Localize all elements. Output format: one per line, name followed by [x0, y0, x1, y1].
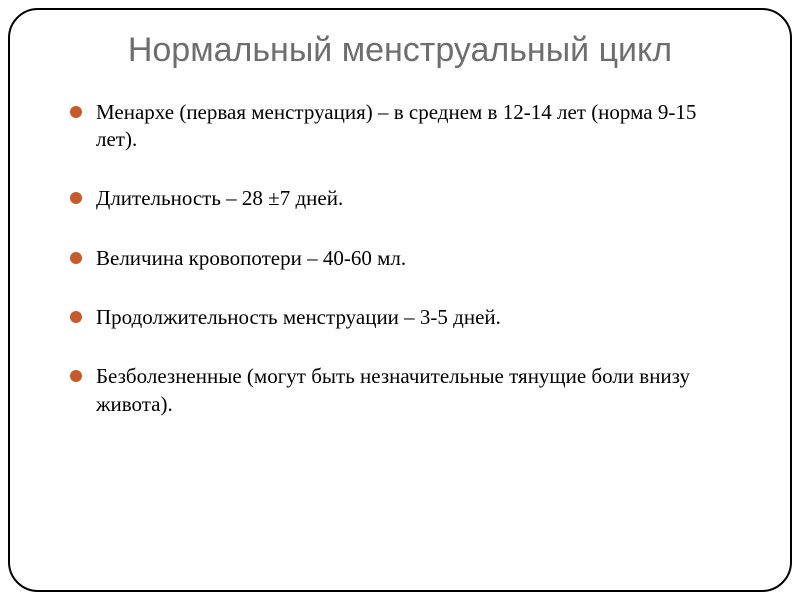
list-item: Величина кровопотери – 40-60 мл. [70, 245, 740, 272]
bullet-icon [70, 106, 82, 118]
slide-title: Нормальный менструальный цикл [60, 30, 740, 71]
slide-frame: Нормальный менструальный цикл Менархе (п… [8, 8, 792, 592]
list-item: Менархе (первая менструация) – в среднем… [70, 99, 740, 154]
list-item: Безболезненные (могут быть незначительны… [70, 363, 740, 418]
item-text: Длительность – 28 ±7 дней. [96, 185, 740, 212]
bullet-list: Менархе (первая менструация) – в среднем… [60, 99, 740, 418]
item-text: Безболезненные (могут быть незначительны… [96, 363, 740, 418]
bullet-icon [70, 192, 82, 204]
bullet-icon [70, 252, 82, 264]
item-text: Продолжительность менструации – 3-5 дней… [96, 304, 740, 331]
bullet-icon [70, 370, 82, 382]
list-item: Длительность – 28 ±7 дней. [70, 185, 740, 212]
item-text: Величина кровопотери – 40-60 мл. [96, 245, 740, 272]
bullet-icon [70, 311, 82, 323]
list-item: Продолжительность менструации – 3-5 дней… [70, 304, 740, 331]
item-text: Менархе (первая менструация) – в среднем… [96, 99, 740, 154]
